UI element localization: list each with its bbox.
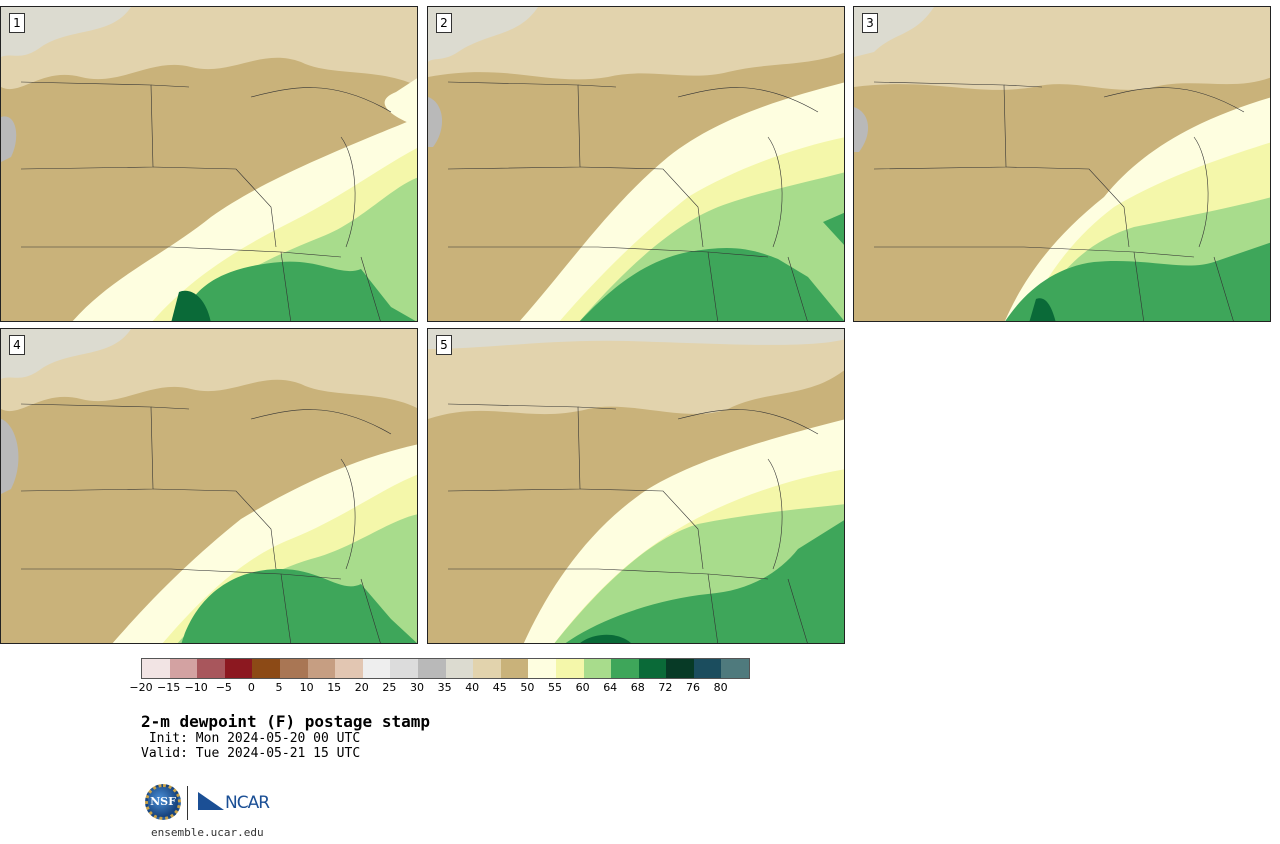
dewpoint-field-2 [428, 7, 844, 321]
dewpoint-field-5 [428, 329, 844, 643]
logo-divider [187, 786, 188, 820]
colorbar-swatch [362, 659, 391, 678]
colorbar-tick-label: 40 [465, 681, 480, 694]
colorbar-tick-label: 0 [247, 681, 255, 694]
colorbar-swatch [555, 659, 584, 678]
colorbar-swatch [224, 659, 253, 678]
dewpoint-field-3 [854, 7, 1270, 321]
colorbar-tick-label: 64 [603, 681, 618, 694]
panel-number: 5 [436, 335, 452, 355]
colorbar-swatch [583, 659, 612, 678]
colorbar-swatch [252, 659, 280, 678]
colorbar-swatch [335, 659, 363, 678]
colorbar-tick-label: 35 [437, 681, 452, 694]
panel-number: 1 [9, 13, 25, 33]
colorbar-tick-label: 30 [410, 681, 424, 694]
dewpoint-field-1 [1, 7, 417, 321]
colorbar-tick-labels: −20 −15 −10 −5 0 5 10 15 20 25 30 35 40 45 50 55 60 64 68 7… [129, 681, 757, 695]
chart-title: 2-m dewpoint (F) postage stamp [141, 712, 430, 731]
colorbar-swatch [473, 659, 501, 678]
ensemble-member-2-map: 2 [427, 6, 845, 322]
ensemble-member-1-map: 1 [0, 6, 418, 322]
colorbar-tick-label: 50 [520, 681, 535, 694]
colorbar-swatch [500, 659, 529, 678]
colorbar-swatch [197, 659, 225, 678]
init-time: Init: Mon 2024-05-20 00 UTC [141, 731, 361, 746]
valid-time: Valid: Tue 2024-05-21 15 UTC [141, 746, 361, 761]
colorbar-swatch [307, 659, 336, 678]
colorbar-swatch [638, 659, 667, 678]
ensemble-member-5-map: 5 [427, 328, 845, 644]
colorbar-swatch [390, 659, 418, 678]
colorbar-tick-label: 15 [327, 681, 342, 694]
colorbar-tick-label: −15 [156, 681, 181, 694]
ncar-logo-text: NCAR [225, 793, 270, 813]
panel-number: 4 [9, 335, 25, 355]
colorbar-tick-label: 45 [492, 681, 507, 694]
colorbar-swatch [417, 659, 446, 678]
colorbar-tick-label: 25 [382, 681, 397, 694]
colorbar-tick-label: 68 [630, 681, 645, 694]
colorbar-swatch [445, 659, 474, 678]
nsf-logo-icon: NSF [145, 784, 181, 820]
colorbar-tick-label: 10 [299, 681, 314, 694]
colorbar-swatch [693, 659, 722, 678]
panel-number: 3 [862, 13, 878, 33]
colorbar-tick-label: 72 [658, 681, 673, 694]
colorbar-tick-label: 55 [548, 681, 562, 694]
colorbar-swatch [142, 659, 170, 678]
colorbar-swatch [169, 659, 198, 678]
colorbar-tick-label: 60 [575, 681, 590, 694]
colorbar-tick-label: 5 [275, 681, 283, 694]
colorbar-tick-label: 76 [686, 681, 700, 694]
sponsor-logos: NSF NCAR [143, 784, 283, 824]
colorbar-swatch [279, 659, 308, 678]
ncar-mark-icon [198, 792, 224, 810]
colorbar-swatch [528, 659, 556, 678]
colorbar-swatch [611, 659, 639, 678]
dewpoint-field-4 [1, 329, 417, 643]
ensemble-member-3-map: 3 [853, 6, 1271, 322]
colorbar-tick-label: 80 [713, 681, 728, 694]
colorbar-tick-label: −20 [129, 681, 153, 694]
website-url: ensemble.ucar.edu [151, 826, 264, 839]
colorbar-swatch [666, 659, 694, 678]
colorbar-tick-label: 20 [354, 681, 369, 694]
colorbar-tick-label: −10 [184, 681, 208, 694]
panel-number: 2 [436, 13, 452, 33]
colorbar-tick-label: −5 [215, 681, 232, 694]
colorbar-swatch [721, 659, 750, 678]
ensemble-member-4-map: 4 [0, 328, 418, 644]
dewpoint-colorbar [141, 658, 751, 679]
